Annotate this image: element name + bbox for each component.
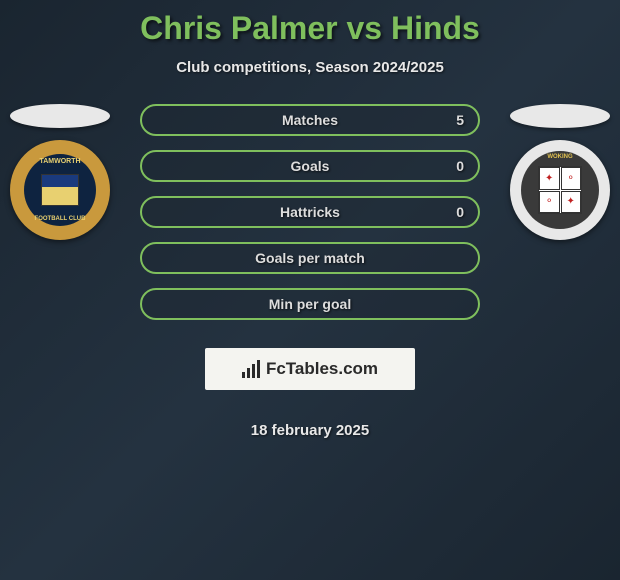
brand-text: FcTables.com [266,359,378,379]
right-badge-shield: ✦⚬⚬✦ [538,166,582,214]
left-badge-bottom-text: FOOTBALL CLUB [35,216,86,222]
stat-row-goals: Goals 0 [140,150,480,182]
left-badge-top-text: TAMWORTH [39,158,80,165]
brand-bars-icon [242,360,260,378]
right-badge-column: WOKING ✦⚬⚬✦ [500,104,620,240]
left-club-badge: TAMWORTH FOOTBALL CLUB [10,140,110,240]
right-club-badge: WOKING ✦⚬⚬✦ [510,140,610,240]
stat-label: Hattricks [280,204,340,220]
left-oval-placeholder [10,104,110,128]
right-badge-inner: WOKING ✦⚬⚬✦ [521,151,599,229]
stat-label: Matches [282,112,338,128]
page-title: Chris Palmer vs Hinds [140,10,480,47]
stat-value: 0 [456,204,464,220]
stat-label: Goals per match [255,250,365,266]
stat-row-hattricks: Hattricks 0 [140,196,480,228]
stats-column: Matches 5 Goals 0 Hattricks 0 Goals per … [120,104,500,439]
right-badge-top-text: WOKING [547,154,572,160]
stat-label: Goals [291,158,330,174]
date-text: 18 february 2025 [251,422,369,439]
main-container: Chris Palmer vs Hinds Club competitions,… [0,0,620,439]
main-row: TAMWORTH FOOTBALL CLUB Matches 5 Goals 0… [0,104,620,439]
right-oval-placeholder [510,104,610,128]
left-badge-column: TAMWORTH FOOTBALL CLUB [0,104,120,240]
stat-row-goals-per-match: Goals per match [140,242,480,274]
page-subtitle: Club competitions, Season 2024/2025 [176,59,444,76]
stat-row-matches: Matches 5 [140,104,480,136]
stat-row-min-per-goal: Min per goal [140,288,480,320]
stat-value: 5 [456,112,464,128]
stat-label: Min per goal [269,296,351,312]
left-badge-inner: TAMWORTH FOOTBALL CLUB [24,154,96,226]
left-badge-shield [41,174,79,206]
brand-box: FcTables.com [205,348,415,390]
stat-value: 0 [456,158,464,174]
